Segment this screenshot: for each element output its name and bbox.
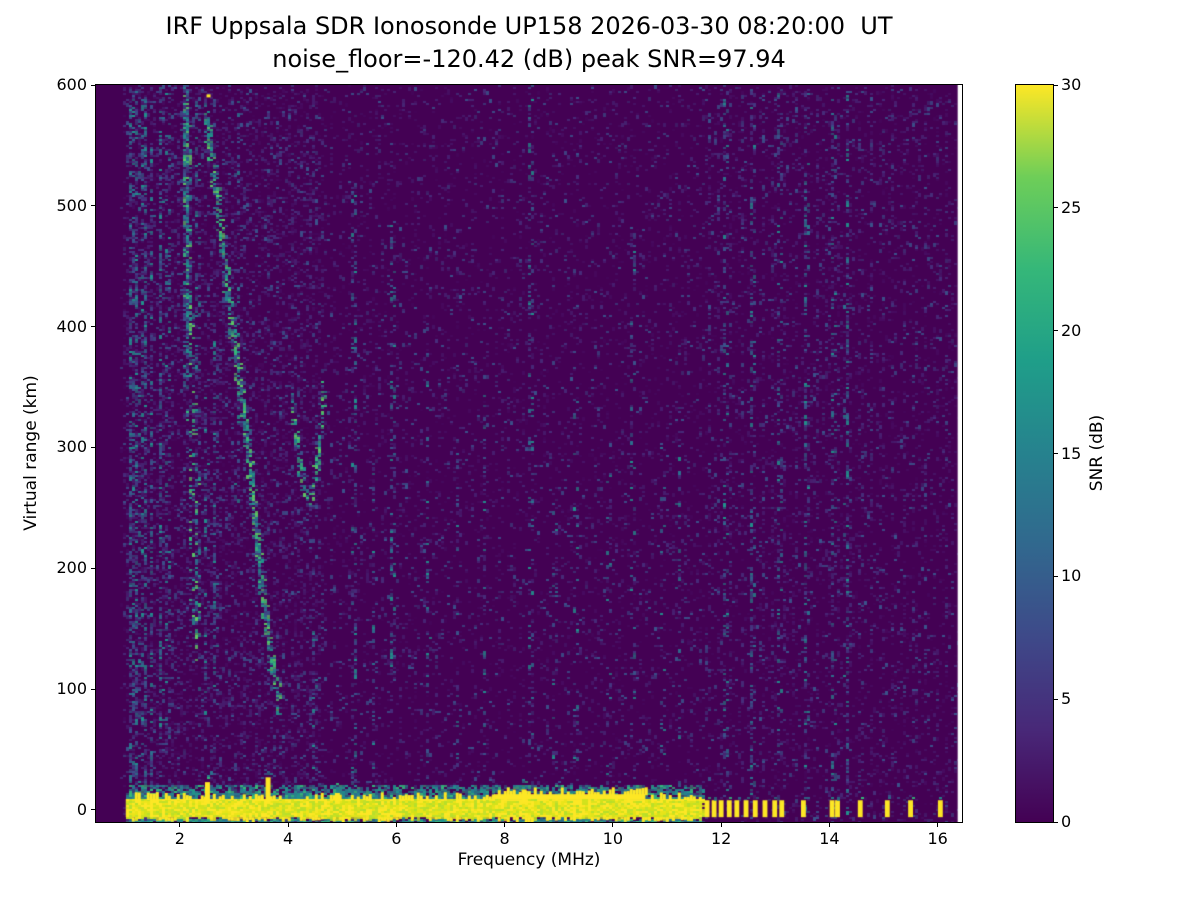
colorbar-label: SNR (dB): [1087, 414, 1107, 492]
x-tick-label: 16: [927, 829, 948, 848]
y-tick-mark: [91, 205, 96, 207]
y-tick-mark: [91, 84, 96, 86]
colorbar-tick-mark: [1053, 698, 1058, 700]
x-axis-label: Frequency (MHz): [457, 850, 601, 870]
chart-title-line2: noise_floor=-120.42 (dB) peak SNR=97.94: [272, 45, 786, 73]
x-tick-mark: [720, 822, 722, 827]
colorbar-tick-mark: [1053, 575, 1058, 577]
x-tick-mark: [828, 822, 830, 827]
x-tick-mark: [612, 822, 614, 827]
colorbar-tick-mark: [1053, 207, 1058, 209]
colorbar-tick-mark: [1053, 84, 1058, 86]
y-tick-label: 100: [56, 679, 87, 699]
x-tick-mark: [179, 822, 181, 827]
x-tick-mark: [504, 822, 506, 827]
y-tick-mark: [91, 809, 96, 811]
ionogram-heatmap: [96, 85, 962, 822]
y-tick-label: 600: [56, 75, 87, 94]
y-tick-label: 300: [56, 437, 87, 457]
colorbar: [1015, 84, 1054, 823]
x-tick-label: 2: [174, 829, 185, 848]
y-tick-mark: [91, 326, 96, 328]
plot-area: [95, 84, 963, 823]
colorbar-tick-label: 25: [1061, 197, 1082, 217]
x-tick-label: 6: [391, 829, 402, 848]
x-tick-label: 8: [499, 829, 510, 848]
y-tick-label: 200: [56, 558, 87, 578]
y-tick-label: 500: [56, 195, 87, 215]
x-tick-label: 4: [283, 829, 294, 848]
y-tick-label: 0: [76, 799, 87, 819]
y-tick-mark: [91, 446, 96, 448]
chart-title: IRF Uppsala SDR Ionosonde UP158 2026-03-…: [95, 10, 963, 76]
colorbar-tick-label: 10: [1061, 566, 1082, 586]
colorbar-tick-label: 5: [1061, 689, 1072, 709]
colorbar-tick-label: 20: [1061, 320, 1082, 340]
x-tick-mark: [937, 822, 939, 827]
y-axis-label: Virtual range (km): [21, 375, 41, 531]
colorbar-tick-label: 0: [1061, 812, 1072, 831]
x-tick-label: 12: [710, 829, 732, 848]
x-tick-label: 14: [819, 829, 840, 848]
colorbar-tick-label: 15: [1061, 443, 1082, 463]
y-tick-label: 400: [56, 316, 87, 336]
colorbar-tick-label: 30: [1061, 75, 1082, 94]
x-tick-mark: [395, 822, 397, 827]
chart-title-line1: IRF Uppsala SDR Ionosonde UP158 2026-03-…: [165, 12, 893, 40]
x-tick-label: 10: [602, 829, 624, 848]
colorbar-tick-mark: [1053, 821, 1058, 823]
x-tick-mark: [287, 822, 289, 827]
y-tick-mark: [91, 688, 96, 690]
colorbar-tick-mark: [1053, 453, 1058, 454]
colorbar-tick-mark: [1053, 330, 1058, 332]
y-tick-mark: [91, 567, 96, 569]
